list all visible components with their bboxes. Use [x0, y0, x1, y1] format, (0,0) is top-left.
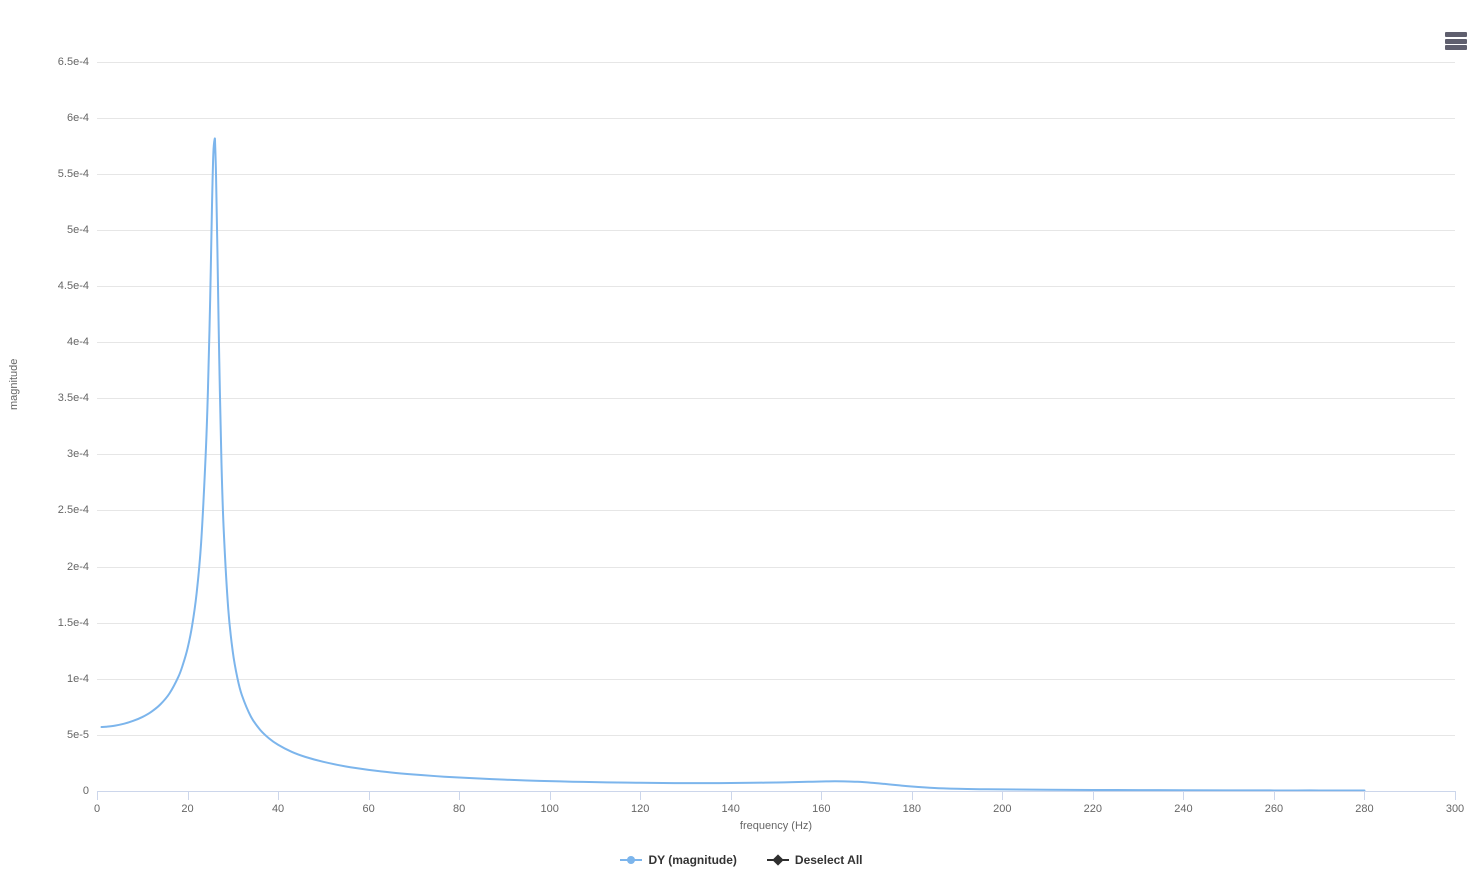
gridline	[97, 398, 1455, 400]
legend-item[interactable]: DY (magnitude)	[620, 853, 737, 867]
x-tick-mark	[549, 791, 551, 800]
y-tick-label: 6e-4	[66, 111, 89, 124]
gridline	[97, 173, 1455, 175]
x-tick-label: 20	[181, 803, 194, 815]
x-tick-label: 180	[902, 803, 921, 815]
x-tick-label: 240	[1174, 803, 1193, 815]
x-tick-mark	[640, 791, 642, 800]
series-layer	[97, 28, 1455, 791]
circle-glyph	[627, 856, 636, 864]
hamburger-bar-1	[1445, 32, 1467, 37]
x-tick-label: 200	[993, 803, 1012, 815]
x-tick-label: 300	[1445, 803, 1465, 815]
y-tick-label: 6.5e-4	[57, 55, 89, 68]
gridline	[97, 117, 1455, 119]
gridline	[97, 734, 1455, 736]
x-tick-label: 120	[631, 803, 650, 815]
y-tick-label: 5e-5	[66, 728, 89, 741]
x-tick-mark	[278, 791, 280, 800]
x-axis-title: frequency (Hz)	[739, 820, 813, 832]
x-tick-label: 100	[540, 803, 559, 815]
diamond-marker	[766, 854, 789, 866]
gridline	[97, 61, 1455, 63]
x-tick-mark	[368, 791, 370, 800]
legend-item-label: DY (magnitude)	[648, 853, 737, 867]
y-tick-label: 5e-4	[66, 223, 89, 236]
x-tick-label: 260	[1264, 803, 1284, 815]
x-tick-label: 220	[1083, 803, 1103, 815]
x-tick-label: 0	[93, 803, 101, 815]
x-tick-mark	[187, 791, 189, 800]
gridline	[97, 622, 1455, 624]
y-tick-label: 1.5e-4	[57, 616, 89, 629]
legend-item[interactable]: Deselect All	[766, 853, 863, 867]
x-tick-mark	[1273, 791, 1275, 800]
gridline	[97, 229, 1455, 231]
gridline	[97, 342, 1455, 344]
y-tick-label: 1e-4	[66, 672, 89, 685]
x-tick-label: 280	[1355, 803, 1374, 815]
x-axis: 0 20 40 60 80 100 120 140 160 180 200 220 240 260 280 3…	[93, 791, 1464, 831]
y-axis-title: magnitude	[8, 358, 20, 410]
x-tick-label: 40	[271, 803, 285, 815]
gridline	[97, 510, 1455, 512]
x-tick-mark	[821, 791, 823, 800]
series-line-dy-magnitude	[102, 138, 1365, 790]
gridline	[97, 566, 1455, 568]
x-tick-mark	[97, 791, 98, 800]
x-tick-mark	[1092, 791, 1094, 800]
legend: DY (magnitude) Deselect All	[0, 853, 1483, 867]
legend-item-label: Deselect All	[794, 853, 863, 867]
x-tick-mark	[1364, 791, 1366, 800]
diamond-glyph	[772, 854, 784, 866]
plot-area	[97, 28, 1455, 791]
gridline	[97, 678, 1455, 680]
x-tick-mark	[459, 791, 461, 800]
hamburger-bar-2	[1445, 38, 1467, 44]
x-tick-mark	[730, 791, 732, 800]
x-tick-mark	[911, 791, 913, 800]
x-tick-mark	[1455, 791, 1456, 800]
gridlines	[97, 28, 1455, 791]
y-tick-label: 4.5e-4	[57, 280, 89, 293]
gridline	[97, 454, 1455, 456]
x-axis-line	[97, 791, 1455, 792]
x-tick-mark	[1183, 791, 1185, 800]
y-axis: 0 5e-5 1e-4 1.5e-4 2e-4 2.5e-4 3e-4 3.5e-4 4e-4 4…	[0, 0, 97, 876]
x-tick-label: 60	[362, 803, 375, 815]
y-tick-label: 2e-4	[66, 560, 89, 573]
y-tick-label: 3.5e-4	[57, 392, 89, 405]
y-tick-label: 4e-4	[66, 336, 89, 349]
x-tick-mark	[1002, 791, 1004, 800]
y-tick-label: 2.5e-4	[57, 504, 89, 517]
x-tick-label: 140	[721, 803, 740, 815]
hamburger-menu-icon[interactable]	[1444, 30, 1470, 52]
gridline	[97, 286, 1455, 288]
x-tick-label: 80	[453, 803, 466, 815]
hamburger-bar-3	[1445, 45, 1467, 50]
circle-marker	[620, 854, 643, 866]
y-tick-label: 3e-4	[66, 448, 89, 461]
y-tick-label: 5.5e-4	[57, 167, 89, 180]
x-tick-label: 160	[812, 803, 831, 815]
y-tick-label: 0	[82, 785, 89, 797]
